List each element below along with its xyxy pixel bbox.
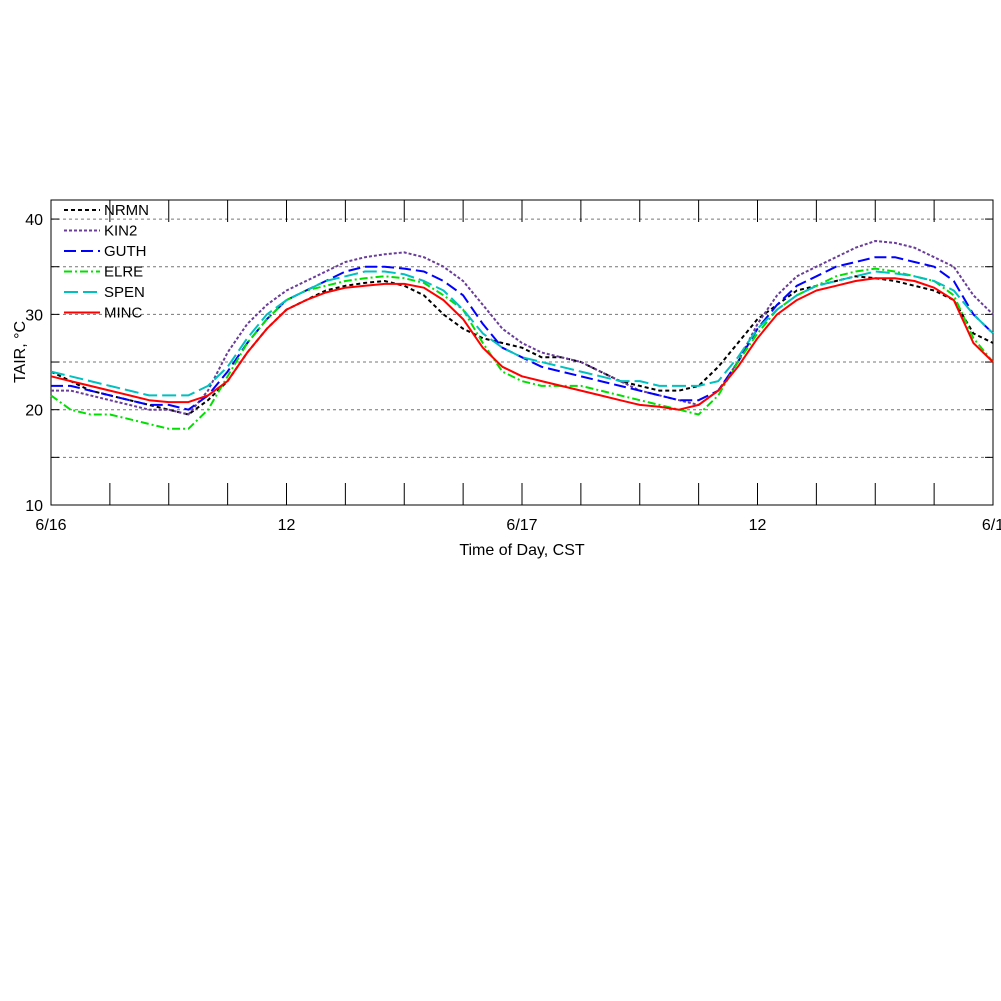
series-lines [50,240,994,430]
series-line-guth [51,256,994,411]
y-tick-label-20: 20 [25,403,43,420]
series-line-kin2 [51,240,994,416]
x-tick-label-4: 6/1 [982,517,1001,534]
y-tick-label-10: 10 [25,498,43,515]
legend: NRMN KIN2 GUTH ELRE SPEN MINC [64,202,149,322]
y-axis-label: TAIR, °C [12,321,29,383]
series-line-nrmn [50,275,994,416]
legend-label-guth: GUTH [104,243,147,260]
gridlines [51,218,993,458]
legend-label-kin2: KIN2 [104,223,137,240]
series-line-minc [50,277,994,411]
legend-label-spen: SPEN [104,284,145,301]
series-line-spen [50,270,994,397]
x-tick-label-3: 12 [749,517,767,534]
x-axis-label: Time of Day, CST [459,542,585,559]
legend-label-minc: MINC [104,305,142,322]
x-tick-label-0: 6/16 [35,517,66,534]
legend-label-nrmn: NRMN [104,202,149,219]
y-tick-label-40: 40 [25,212,43,229]
y-tick-label-30: 30 [25,307,43,324]
x-tick-label-1: 12 [278,517,296,534]
x-tick-label-2: 6/17 [506,517,537,534]
axis-ticks: 10 20 30 40 6/16 12 6/17 12 6/1 [25,200,1001,534]
legend-label-elre: ELRE [104,264,143,281]
plot-frame [50,199,994,506]
series-line-elre [50,267,994,430]
